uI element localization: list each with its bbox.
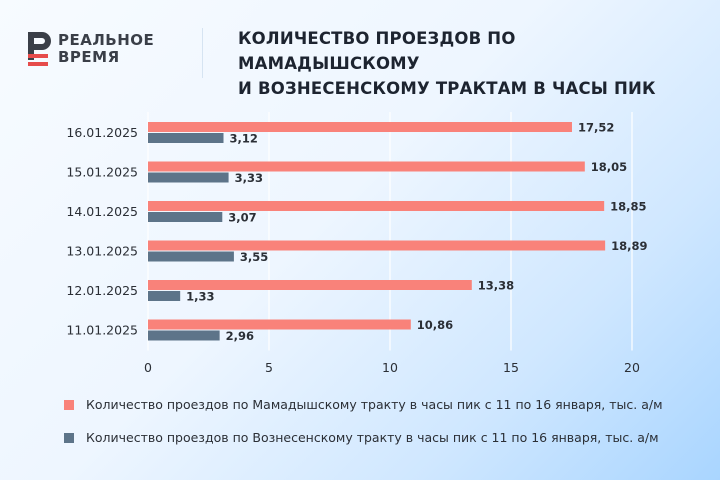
logo-mark (28, 32, 51, 66)
bar-series1 (148, 161, 585, 172)
bar-series2 (148, 172, 229, 183)
data-label-series2: 3,07 (228, 211, 256, 225)
bar-series2 (148, 330, 220, 341)
labels-layer: 0 5 10 15 20 16.01.2025 17,52 3,12 15.01.2025 18,… (66, 121, 647, 376)
bar-series1 (148, 319, 411, 330)
bar-series1 (148, 280, 472, 290)
header-divider (202, 28, 203, 78)
data-label-series1: 13,38 (478, 279, 514, 293)
data-label-series2: 3,12 (230, 132, 258, 146)
category-label: 15.01.2025 (66, 165, 138, 180)
category-label: 14.01.2025 (66, 204, 138, 219)
category-label: 13.01.2025 (66, 244, 138, 259)
data-label-series1: 18,89 (611, 239, 647, 253)
x-tick-label: 10 (382, 360, 398, 375)
data-label-series1: 10,86 (417, 318, 453, 332)
legend-label-series1: Количество проездов по Мамадышскому трак… (86, 397, 663, 412)
bar-series2 (148, 212, 223, 222)
legend-item-series2: Количество проездов по Вознесенскому тра… (64, 429, 704, 447)
data-label-series1: 18,05 (591, 160, 627, 174)
legend-swatch-series1 (64, 400, 74, 410)
logo-text-line2: ВРЕМЯ (58, 48, 120, 66)
logo: РЕАЛЬНОЕ ВРЕМЯ (26, 30, 176, 74)
bars-layer (148, 122, 606, 341)
data-label-series1: 18,85 (610, 200, 646, 214)
bar-series2 (148, 133, 224, 143)
category-label: 16.01.2025 (66, 125, 138, 140)
bar-series2 (148, 251, 234, 262)
bar-series1 (148, 122, 572, 132)
legend-item-series1: Количество проездов по Мамадышскому трак… (64, 396, 704, 414)
category-label: 12.01.2025 (66, 283, 138, 298)
legend-swatch-series2 (64, 433, 74, 443)
x-tick-label: 15 (503, 360, 519, 375)
grid-layer (147, 112, 633, 351)
chart-title: КОЛИЧЕСТВО ПРОЕЗДОВ ПО МАМАДЫШСКОМУ И ВО… (238, 26, 698, 101)
bar-series1 (148, 201, 605, 211)
x-tick-label: 20 (624, 360, 640, 375)
data-label-series2: 2,96 (226, 329, 254, 343)
legend-label-series2: Количество проездов по Вознесенскому тра… (86, 430, 659, 445)
data-label-series2: 1,33 (186, 290, 214, 304)
chart-title-line1: КОЛИЧЕСТВО ПРОЕЗДОВ ПО МАМАДЫШСКОМУ (238, 29, 516, 73)
bar-series1 (148, 240, 606, 251)
data-label-series1: 17,52 (578, 121, 614, 135)
category-label: 11.01.2025 (66, 323, 138, 338)
data-label-series2: 3,55 (240, 250, 268, 264)
bar-series2 (148, 291, 181, 301)
logo-text-line1: РЕАЛЬНОЕ (58, 31, 155, 49)
x-tick-label: 0 (144, 360, 152, 375)
data-label-series2: 3,33 (235, 171, 263, 185)
legend: Количество проездов по Мамадышскому трак… (64, 396, 704, 462)
x-tick-label: 5 (265, 360, 273, 375)
chart-title-line2: И ВОЗНЕСЕНСКОМУ ТРАКТАМ В ЧАСЫ ПИК (238, 79, 656, 98)
